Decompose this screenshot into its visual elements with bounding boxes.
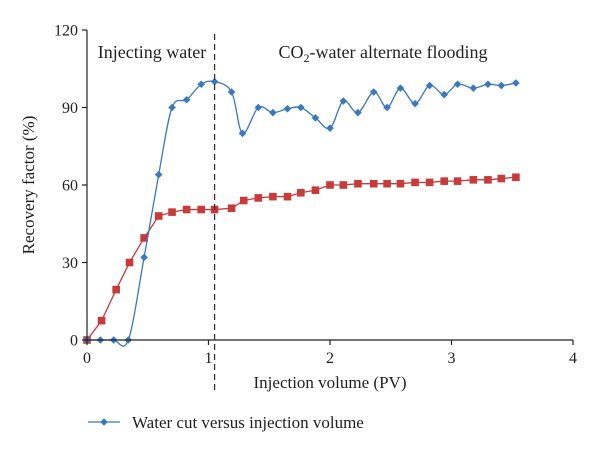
- data-point-square: [425, 178, 434, 187]
- data-point-square: [168, 208, 176, 216]
- data-point-square: [125, 258, 134, 267]
- y-tick-label: 90: [62, 100, 78, 117]
- region-label-co2-water: CO2-water alternate flooding: [279, 42, 488, 65]
- region-label-injecting-water: Injecting water: [98, 42, 206, 62]
- data-point-diamond: [425, 81, 434, 90]
- y-axis-label: Recovery factor (%): [19, 116, 38, 255]
- data-point-diamond: [469, 84, 478, 92]
- data-point-square: [512, 173, 520, 182]
- x-axis-label: Injection volume (PV): [254, 373, 407, 392]
- data-point-diamond: [453, 80, 462, 89]
- y-tick-label: 30: [62, 255, 78, 272]
- legend: Water cut versus injection volume: [88, 413, 364, 432]
- data-point-square: [326, 181, 334, 189]
- data-point-diamond: [396, 84, 405, 92]
- data-point-diamond: [411, 99, 419, 108]
- data-point-diamond: [283, 104, 292, 113]
- x-tick-label: 1: [205, 350, 213, 367]
- data-point-diamond: [512, 79, 520, 87]
- data-point-square: [369, 179, 378, 188]
- data-point-diamond: [383, 103, 391, 112]
- y-tick-label: 60: [62, 178, 78, 195]
- x-axis-ticks: 0 1 2 3 4: [83, 340, 577, 367]
- data-point-diamond: [354, 108, 362, 117]
- plot-area: [83, 77, 520, 347]
- data-point-square: [197, 205, 206, 214]
- data-point-diamond: [210, 77, 219, 86]
- series-line-1: [86, 176, 516, 341]
- data-point-square: [497, 174, 506, 183]
- y-tick-label: 0: [70, 333, 78, 350]
- data-point-square: [283, 192, 292, 201]
- data-point-square: [97, 316, 106, 325]
- x-tick-label: 2: [326, 350, 334, 367]
- x-tick-label: 4: [569, 350, 577, 367]
- data-point-diamond: [227, 88, 236, 96]
- data-point-square: [227, 204, 236, 213]
- data-point-diamond: [440, 90, 449, 99]
- data-point-square: [484, 176, 492, 184]
- data-point-square: [269, 192, 277, 201]
- data-point-square: [354, 179, 362, 188]
- data-point-square: [440, 177, 449, 185]
- data-point-diamond: [311, 114, 320, 122]
- data-point-diamond: [369, 88, 378, 96]
- data-point-square: [297, 188, 305, 197]
- region-label-co2-suffix: -water alternate flooding: [310, 42, 488, 62]
- data-point-diamond: [326, 124, 334, 132]
- data-point-square: [469, 176, 478, 184]
- data-point-square: [140, 234, 148, 242]
- region-label-co2-subscript: 2: [304, 51, 310, 65]
- data-point-diamond: [168, 103, 176, 112]
- data-point-diamond: [339, 97, 348, 105]
- data-point-square: [254, 194, 263, 202]
- data-point-diamond: [269, 108, 277, 117]
- legend-swatch-diamond: [100, 418, 108, 426]
- data-point-diamond: [140, 253, 148, 262]
- legend-label-water-cut: Water cut versus injection volume: [132, 413, 364, 432]
- x-tick-label: 0: [83, 350, 91, 367]
- data-point-square: [339, 181, 348, 189]
- y-tick-label: 120: [54, 23, 78, 40]
- data-point-diamond: [182, 95, 191, 104]
- region-label-co2-prefix: CO: [279, 42, 304, 62]
- data-point-square: [411, 178, 419, 187]
- data-point-diamond: [254, 103, 263, 112]
- data-point-square: [311, 186, 320, 194]
- x-tick-label: 3: [448, 350, 456, 367]
- data-point-diamond: [497, 81, 506, 90]
- data-point-diamond: [238, 129, 247, 138]
- data-point-square: [154, 212, 163, 220]
- data-point-diamond: [197, 80, 206, 89]
- data-point-diamond: [484, 80, 492, 89]
- data-point-diamond: [297, 103, 305, 112]
- data-point-square: [112, 285, 120, 294]
- y-axis-ticks: 0 30 60 90 120: [54, 23, 87, 350]
- data-point-square: [182, 205, 191, 214]
- series-line-0: [87, 80, 517, 347]
- data-point-square: [383, 179, 391, 188]
- data-point-square: [396, 179, 405, 188]
- data-point-diamond: [154, 170, 163, 179]
- data-point-square: [239, 196, 248, 205]
- data-point-square: [453, 177, 462, 185]
